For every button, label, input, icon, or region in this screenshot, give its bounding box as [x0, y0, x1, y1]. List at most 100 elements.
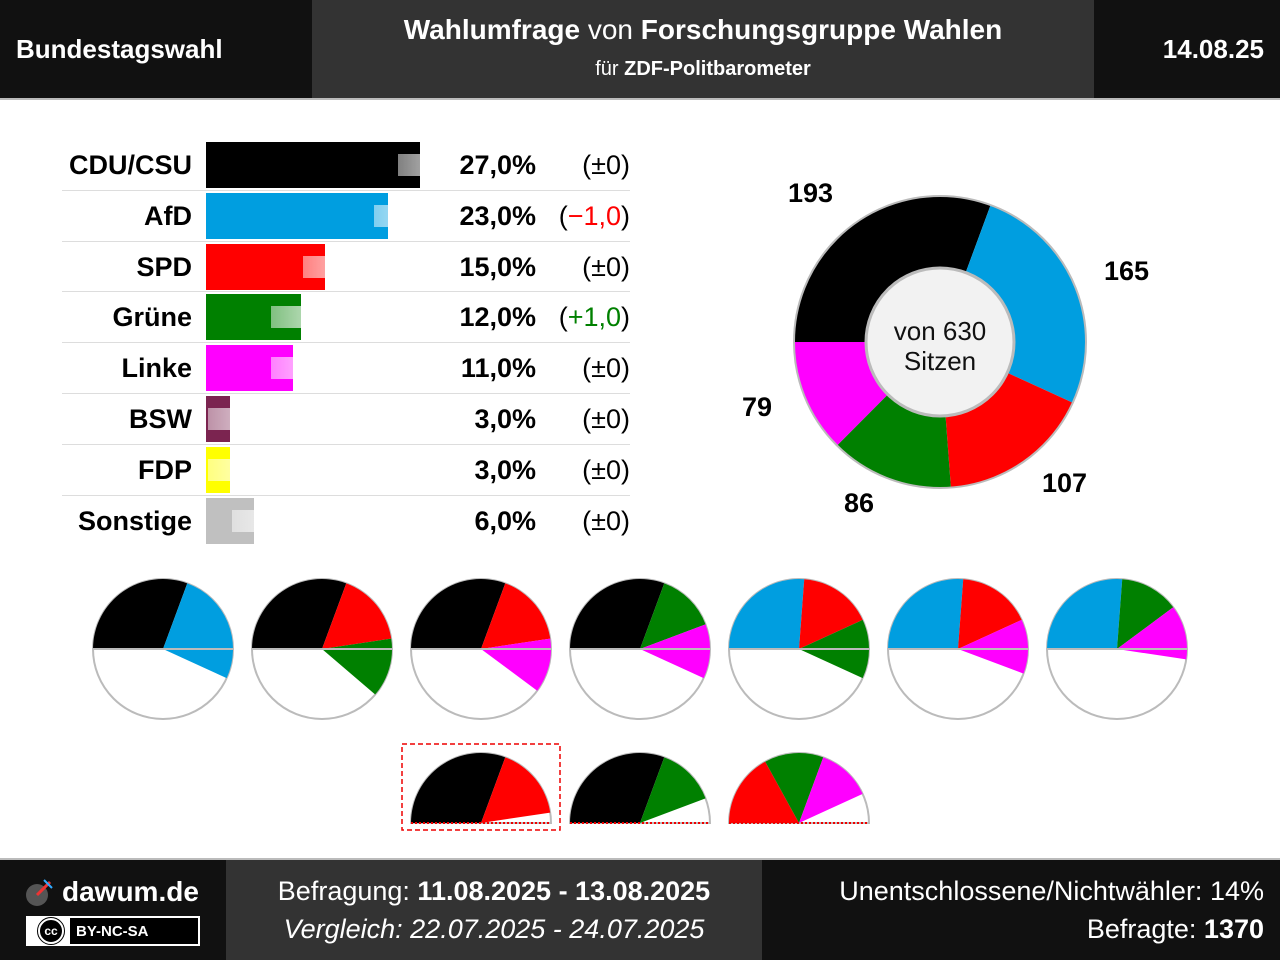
change-label: (±0) [542, 445, 630, 495]
change-label: (±0) [542, 343, 630, 393]
page-subtitle: für ZDF-Politbarometer [312, 58, 1094, 81]
coalition-chart [1046, 578, 1188, 720]
title-mid: von [587, 14, 634, 45]
header-center: Wahlumfrage von Forschungsgruppe Wahlen … [312, 0, 1094, 98]
institute-name: Forschungsgruppe Wahlen [640, 14, 1003, 45]
bar [206, 192, 389, 239]
header-divider [0, 98, 1280, 100]
coalition-slice [640, 583, 706, 649]
party-label: SPD [136, 251, 192, 282]
party-label: AfD [144, 200, 192, 231]
donut-outline [793, 195, 1087, 489]
branding: dawum.de cc BY-NC-SA [0, 860, 226, 960]
donut-center-line1: von 630 [894, 316, 987, 346]
bar-row: Grüne 12,0% (+1,0) [62, 292, 630, 342]
party-label: Grüne [112, 302, 192, 333]
compare-label: Vergleich: [283, 914, 403, 944]
seat-donut-chart: von 630 Sitzen 193 165 107 86 79 [742, 178, 1149, 518]
bar-row: AfD 23,0% (−1,0) [62, 191, 630, 241]
previous-value-marker [271, 306, 314, 329]
coalition-slice [958, 619, 1028, 674]
coalition-chart [887, 578, 1029, 720]
title-prefix: Wahlumfrage [403, 14, 581, 45]
seat-label: 86 [844, 488, 875, 518]
survey-period: Befragung: 11.08.2025 - 13.08.2025 [226, 876, 762, 907]
previous-value-marker [207, 458, 250, 481]
respondents-count: Befragte: 1370 [1087, 914, 1264, 945]
coalition-slice [1047, 579, 1123, 649]
previous-value-marker [302, 255, 345, 278]
coalition-slice [729, 761, 799, 823]
bar-row: Sonstige 6,0% (±0) [62, 496, 630, 546]
coalition-slice [411, 753, 506, 823]
change-label: (±0) [542, 140, 630, 190]
value-label: 11,0% [460, 353, 536, 384]
row-separator [62, 240, 630, 242]
change-value: +1,0 [567, 302, 621, 333]
previous-value-marker [271, 357, 314, 380]
previous-value-marker [231, 509, 274, 532]
value-label: 3,0% [474, 404, 536, 434]
row-separator [62, 189, 630, 191]
coalition-slice [958, 579, 1022, 649]
change-open: ( [558, 302, 568, 333]
party-label: CDU/CSU [68, 150, 192, 180]
coalition-slice [640, 624, 711, 679]
undecided-share: Unentschlossene/Nichtwähler: 14% [839, 876, 1264, 907]
donut-slice [945, 372, 1073, 488]
bar [206, 142, 420, 188]
change-value: ±0 [591, 404, 621, 434]
dawum-logo-icon[interactable] [24, 878, 54, 908]
change-close: ) [621, 251, 630, 282]
row-separator [62, 393, 630, 394]
change-value: ±0 [591, 505, 621, 536]
coalition-slice [411, 579, 506, 649]
coalition-slice [481, 638, 551, 691]
survey-label: Befragung: [277, 876, 410, 906]
party-label: FDP [138, 454, 192, 485]
donut-center-line2: Sitzen [904, 346, 976, 376]
row-separator [62, 342, 630, 344]
seat-label: 165 [1104, 256, 1150, 286]
footer: dawum.de cc BY-NC-SA Befragung: 11.08.20… [0, 860, 1280, 960]
previous-value-marker [397, 154, 440, 176]
donut-slice [794, 196, 991, 342]
coalition-charts [0, 570, 1280, 850]
coalition-slice [163, 583, 234, 679]
bar-row: BSW 3,0% (±0) [62, 394, 630, 444]
seat-label: 107 [1042, 468, 1088, 498]
change-value: ±0 [591, 150, 621, 180]
license-badge[interactable]: cc BY-NC-SA [26, 916, 200, 946]
survey-stats: Unentschlossene/Nichtwähler: 14% Befragt… [762, 860, 1280, 960]
coalition-slice [1117, 607, 1187, 660]
client-name: ZDF-Politbarometer [624, 58, 811, 80]
change-label: (±0) [542, 394, 630, 444]
value-label: 15,0% [459, 251, 536, 282]
change-open: ( [558, 200, 568, 231]
seat-label: 193 [788, 178, 834, 208]
change-open: ( [582, 150, 592, 180]
change-open: ( [582, 454, 592, 485]
header: Bundestagswahl Wahlumfrage von Forschung… [0, 0, 1280, 98]
change-open: ( [582, 251, 592, 282]
site-link[interactable]: dawum.de [62, 876, 199, 907]
change-label: (±0) [542, 496, 630, 546]
coalition-chart [728, 578, 870, 720]
change-open: ( [582, 505, 592, 536]
change-close: ) [621, 454, 630, 485]
change-label: (±0) [542, 242, 630, 292]
coalition-slice [570, 579, 665, 649]
coalition-slice [729, 579, 805, 649]
row-separator [62, 291, 630, 293]
compare-period: Vergleich: 22.07.2025 - 24.07.2025 [226, 914, 762, 945]
coalition-slice [888, 579, 964, 649]
page-title: Wahlumfrage von Forschungsgruppe Wahlen [312, 14, 1094, 46]
party-label: Sonstige [77, 505, 192, 536]
coalition-slice [93, 579, 188, 649]
previous-value-marker [207, 408, 250, 430]
coalition-slice [799, 579, 863, 649]
respondents-value: 1370 [1203, 914, 1264, 944]
value-label: 23,0% [459, 200, 536, 231]
coalition-chart [727, 752, 871, 824]
coalition-slice [481, 757, 551, 823]
